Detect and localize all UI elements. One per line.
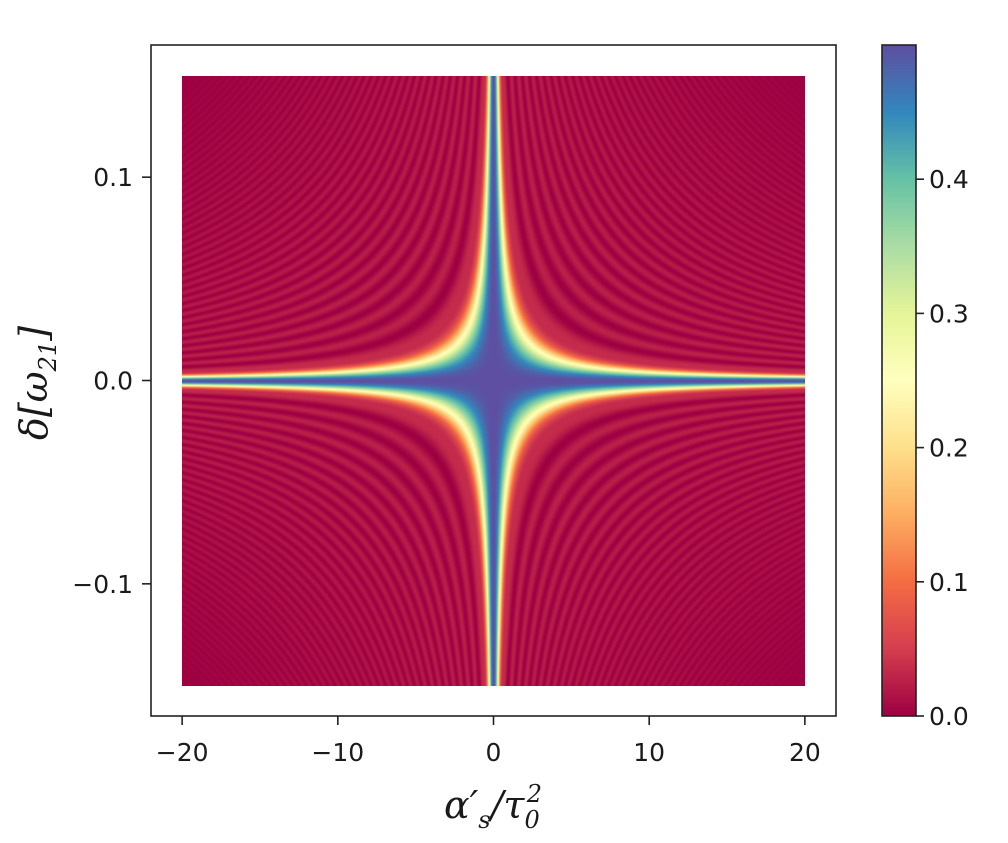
x-tick-label: 20 xyxy=(789,738,821,767)
colorbar-tick-label: 0.3 xyxy=(929,299,969,328)
x-axis: −20 −10 0 10 20 xyxy=(156,716,821,767)
colorbar-gradient xyxy=(882,45,916,716)
x-tick-label: −20 xyxy=(156,738,209,767)
plot-frame xyxy=(150,44,837,717)
y-axis: −0.1 0.0 0.1 xyxy=(72,163,151,599)
colorbar-frame xyxy=(881,44,917,717)
y-tick-label: −0.1 xyxy=(72,570,133,599)
x-tick-label: −10 xyxy=(311,738,364,767)
colorbar-tick-label: 0.1 xyxy=(929,568,969,597)
colorbar-tick-label: 0.0 xyxy=(929,702,969,731)
colorbar-tick-label: 0.2 xyxy=(929,434,969,463)
y-tick-label: 0.0 xyxy=(93,367,133,396)
y-axis-label: δ[ω21] xyxy=(12,326,62,440)
colorbar-axis: 0.0 0.1 0.2 0.3 0.4 xyxy=(916,165,969,731)
x-axis-label: α′s/τ02 xyxy=(444,780,542,834)
colorbar-tick-label: 0.4 xyxy=(929,165,969,194)
heatmap-image xyxy=(182,75,805,686)
y-tick-label: 0.1 xyxy=(93,163,133,192)
x-tick-label: 0 xyxy=(486,738,502,767)
x-tick-label: 10 xyxy=(633,738,665,767)
